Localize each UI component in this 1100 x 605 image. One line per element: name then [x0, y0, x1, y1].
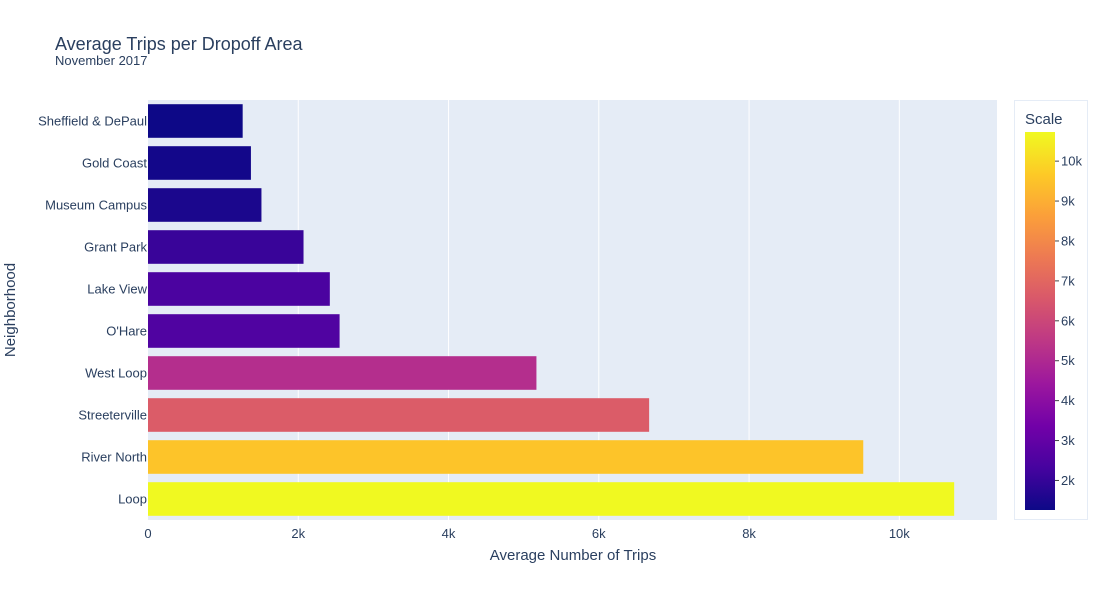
bar[interactable] — [148, 146, 251, 180]
colorbar-tick-label: 5k — [1061, 353, 1075, 368]
bar[interactable] — [148, 272, 330, 306]
bar[interactable] — [148, 188, 262, 222]
chart-subtitle: November 2017 — [55, 53, 148, 68]
colorbar-tick-label: 6k — [1061, 313, 1075, 328]
colorbar-tick-labels: 2k 3k 4k 5k 6k 7k 8k 9k 10k — [1055, 154, 1082, 488]
x-tick-label: 2k — [291, 526, 305, 541]
y-tick-labels: Sheffield & DePaul Gold Coast Museum Campu… — [38, 114, 147, 507]
colorbar-tick-label: 8k — [1061, 233, 1075, 248]
bar[interactable] — [148, 482, 955, 516]
bar[interactable] — [148, 356, 537, 390]
x-tick-labels: 0 2k 4k 6k 8k 10k — [144, 526, 910, 541]
y-tick-label: River North — [81, 450, 147, 465]
bar[interactable] — [148, 440, 864, 474]
colorbar-tick-label: 7k — [1061, 273, 1075, 288]
colorbar-tick-label: 4k — [1061, 393, 1075, 408]
y-tick-label: West Loop — [85, 366, 147, 381]
colorbar-title: Scale — [1025, 111, 1063, 128]
bars — [148, 104, 955, 516]
y-tick-label: Gold Coast — [82, 156, 147, 171]
bar[interactable] — [148, 230, 304, 264]
y-axis-title: Neighborhood — [2, 263, 19, 357]
colorbar-tick-label: 3k — [1061, 433, 1075, 448]
bar[interactable] — [148, 314, 340, 348]
y-tick-label: Loop — [118, 492, 147, 507]
x-tick-label: 6k — [592, 526, 606, 541]
x-tick-label: 10k — [889, 526, 910, 541]
y-tick-label: Streeterville — [78, 408, 147, 423]
x-tick-label: 8k — [742, 526, 756, 541]
chart-title: Average Trips per Dropoff Area — [55, 34, 303, 54]
bar[interactable] — [148, 398, 650, 432]
y-tick-label: Museum Campus — [45, 198, 147, 213]
y-tick-label: Grant Park — [84, 240, 147, 255]
colorbar-gradient — [1025, 132, 1055, 510]
y-tick-label: Lake View — [87, 282, 147, 297]
y-tick-label: Sheffield & DePaul — [38, 114, 147, 129]
y-tick-label: O'Hare — [106, 324, 147, 339]
x-axis-title: Average Number of Trips — [490, 547, 656, 564]
x-tick-label: 4k — [442, 526, 456, 541]
colorbar-tick-label: 2k — [1061, 473, 1075, 488]
x-tick-label: 0 — [144, 526, 151, 541]
colorbar-tick-label: 10k — [1061, 154, 1082, 169]
bar[interactable] — [148, 104, 243, 138]
colorbar-tick-label: 9k — [1061, 194, 1075, 209]
